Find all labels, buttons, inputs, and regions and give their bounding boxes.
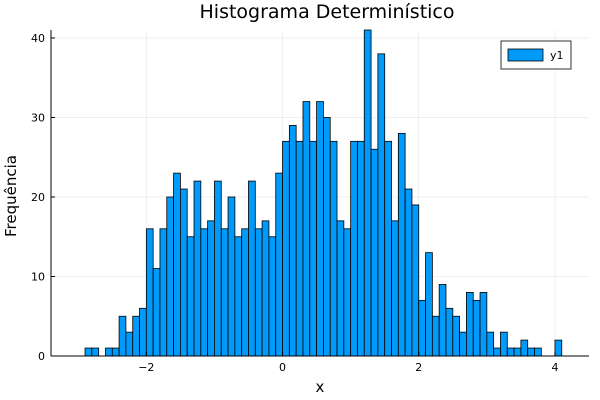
histogram-bar: [309, 140, 317, 357]
legend-swatch: [507, 48, 544, 62]
y-tick-label: 0: [38, 350, 45, 363]
histogram-bar: [404, 188, 413, 357]
histogram-bar: [241, 228, 249, 357]
histogram-bar: [534, 347, 542, 357]
histogram-bar: [452, 315, 461, 357]
histogram-bar: [288, 125, 297, 357]
histogram-bar: [316, 101, 324, 357]
histogram-bar: [145, 228, 154, 357]
histogram-bar: [438, 284, 447, 357]
histogram-bar: [200, 228, 209, 357]
histogram-bar: [254, 228, 263, 357]
histogram-bar: [261, 220, 270, 357]
legend: y1: [500, 40, 572, 70]
histogram-bar: [159, 228, 168, 357]
histogram-bar: [275, 172, 283, 357]
histogram-bar: [118, 315, 127, 357]
histogram-bar: [125, 331, 134, 357]
histogram-bar: [111, 347, 120, 357]
axes: [50, 30, 589, 357]
histogram-bar: [418, 299, 426, 357]
histogram-bar: [152, 268, 161, 357]
histogram-bar: [336, 220, 345, 357]
histogram-bar: [425, 252, 433, 357]
histogram-bar: [248, 180, 256, 357]
histogram-bar: [193, 180, 202, 357]
x-tick-label: 2: [415, 361, 422, 374]
histogram-bar: [384, 140, 392, 357]
y-tick-label: 20: [31, 191, 45, 204]
histogram-bar: [234, 236, 243, 357]
histogram-bar: [139, 307, 147, 357]
histogram-bar: [329, 140, 338, 357]
histogram-bar: [493, 347, 501, 357]
histogram-bar: [431, 315, 440, 357]
histogram-bar: [302, 101, 311, 357]
histogram-bar: [295, 140, 304, 357]
histogram-bar: [445, 307, 454, 357]
histogram-bar: [479, 291, 488, 357]
histogram-bar: [411, 204, 420, 357]
histogram-bar: [459, 331, 467, 357]
histogram-bar: [466, 291, 474, 357]
x-axis-label: x: [316, 378, 325, 396]
histogram-bar: [363, 29, 372, 357]
histogram-bar: [472, 299, 481, 357]
histogram-bar: [397, 132, 406, 357]
x-tick-label: 4: [551, 361, 558, 374]
histogram-bar: [486, 331, 495, 357]
histogram-bar: [268, 236, 277, 357]
chart-title: Histograma Determinístico: [200, 1, 455, 23]
histogram-bar: [186, 236, 195, 357]
y-tick-label: 10: [31, 270, 45, 283]
histogram-bar: [105, 347, 113, 357]
histogram-bar: [282, 140, 290, 357]
histogram-bar: [166, 196, 174, 357]
histogram-bar: [227, 196, 236, 357]
y-tick-label: 40: [31, 32, 45, 45]
histogram-bar: [506, 347, 515, 357]
legend-label: y1: [550, 49, 564, 62]
y-tick-label: 30: [31, 111, 45, 124]
histogram-bar: [84, 347, 93, 357]
histogram-bar: [357, 140, 365, 357]
x-tick-label: −2: [138, 361, 154, 374]
histogram-bar: [179, 188, 188, 357]
histogram-bar: [370, 148, 379, 357]
histogram-bar: [343, 228, 352, 357]
histogram-bar: [513, 347, 522, 357]
x-tick-label: 0: [279, 361, 286, 374]
histogram-bar: [500, 331, 508, 357]
histogram-bars: [84, 29, 563, 357]
histogram-bar: [350, 140, 358, 357]
histogram-bar: [554, 339, 563, 357]
histogram-bar: [220, 228, 229, 357]
histogram-bar: [323, 117, 331, 357]
histogram-bar: [207, 220, 215, 357]
histogram-bar: [527, 347, 535, 357]
y-axis-label: Frequência: [2, 155, 20, 237]
histogram-bar: [391, 220, 399, 357]
histogram-bar: [91, 347, 100, 357]
histogram-bar: [520, 339, 529, 357]
histogram-bar: [173, 172, 181, 357]
histogram-bar: [377, 53, 386, 357]
histogram-bar: [214, 180, 222, 357]
histogram-bar: [132, 315, 140, 357]
